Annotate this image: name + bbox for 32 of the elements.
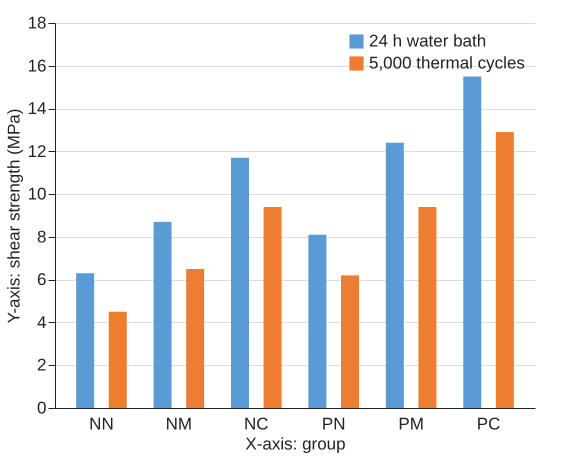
y-tick-label: 4 xyxy=(37,312,46,332)
y-tick-label: 2 xyxy=(37,356,46,375)
bar xyxy=(463,76,482,408)
x-tick-label: PN xyxy=(322,414,346,434)
bar xyxy=(496,132,514,408)
y-tick-label: 12 xyxy=(28,142,46,161)
y-tick-label: 14 xyxy=(28,99,46,118)
y-tick-label: 18 xyxy=(28,14,46,32)
x-tick-label: NM xyxy=(166,414,192,434)
y-tick-label: 0 xyxy=(37,398,46,418)
bar xyxy=(418,206,436,408)
bar xyxy=(341,275,360,408)
bar xyxy=(186,268,204,408)
y-tick-label: 6 xyxy=(37,270,46,290)
x-tick-label: PM xyxy=(398,414,424,434)
bar xyxy=(108,312,127,408)
bar xyxy=(264,206,282,408)
y-tick-label: 16 xyxy=(28,56,46,76)
x-tick-label: NN xyxy=(89,414,114,434)
y-tick-label: 8 xyxy=(37,227,46,246)
bar xyxy=(386,142,404,408)
bar xyxy=(76,273,94,408)
x-tick-label: PC xyxy=(476,414,500,434)
x-axis-title: X-axis: group xyxy=(245,434,346,454)
bar xyxy=(230,158,249,408)
bar xyxy=(308,234,326,408)
y-tick-label: 10 xyxy=(28,184,46,204)
y-axis-title: Y-axis: shear strength (MPa) xyxy=(4,108,24,324)
x-tick-label: NC xyxy=(244,414,269,434)
legend-label: 5,000 thermal cycles xyxy=(369,54,525,72)
bar xyxy=(154,222,172,408)
legend-label: 24 h water bath xyxy=(369,32,486,50)
